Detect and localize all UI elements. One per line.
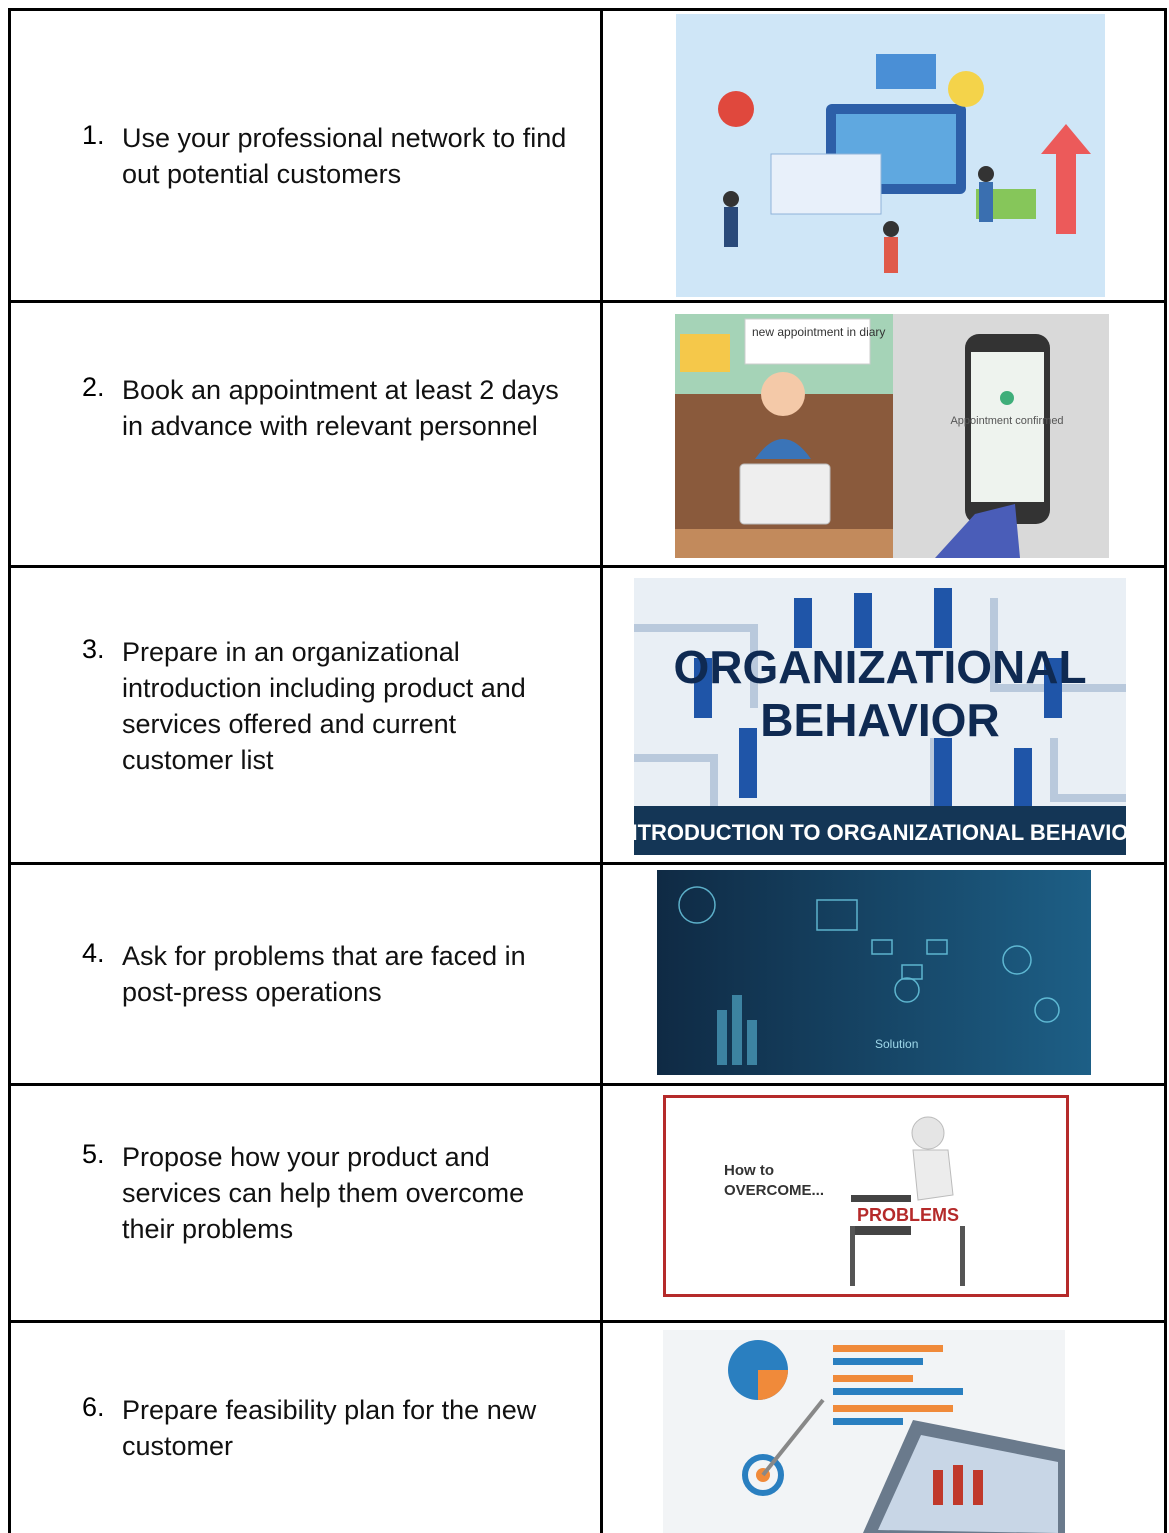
item-number: 2. — [82, 372, 105, 402]
text-cell: 3. Prepare in an organizational introduc… — [11, 568, 603, 862]
image-text: ORGANIZATIONAL — [673, 641, 1086, 693]
item-text: Propose how your product and services ca… — [122, 1142, 525, 1244]
table-row: 6. Prepare feasibility plan for the new … — [8, 1320, 1167, 1533]
illustration-org-behavior: ORGANIZATIONAL BEHAVIOR INTRODUCTION TO … — [634, 578, 1126, 855]
illustration-overcome: How to OVERCOME... PROBLEMS — [663, 1095, 1069, 1297]
item-number: 5. — [82, 1139, 105, 1169]
text-cell: 2. Book an appointment at least 2 days i… — [11, 303, 603, 565]
item-text: Book an appointment at least 2 days in a… — [122, 375, 559, 441]
item-number: 6. — [82, 1392, 105, 1422]
text-cell: 4. Ask for problems that are faced in po… — [11, 865, 603, 1083]
image-text: new appointment in diary — [752, 325, 885, 339]
table-row: 3. Prepare in an organizational introduc… — [8, 565, 1167, 862]
table-row: 5. Propose how your product and services… — [8, 1083, 1167, 1320]
illustration-appointment: new appointment in diary Appointment con… — [675, 314, 1109, 558]
text-cell: 6. Prepare feasibility plan for the new … — [11, 1323, 603, 1533]
item-number: 4. — [82, 938, 105, 968]
illustration-network — [676, 14, 1105, 297]
image-text: How to — [724, 1162, 774, 1179]
item-text: Prepare feasibility plan for the new cus… — [122, 1395, 537, 1461]
image-text: Solution — [875, 1037, 918, 1051]
item-number: 1. — [82, 119, 105, 150]
table-row: 4. Ask for problems that are faced in po… — [8, 862, 1167, 1083]
table-row: 2. Book an appointment at least 2 days i… — [8, 300, 1167, 565]
image-text: PROBLEMS — [857, 1205, 959, 1225]
image-text: INTRODUCTION TO ORGANIZATIONAL BEHAVIOR — [634, 820, 1126, 845]
illustration-feasibility — [663, 1330, 1065, 1533]
text-cell: 1. Use your professional network to find… — [11, 11, 603, 300]
item-text: Prepare in an organizational introductio… — [122, 637, 526, 775]
item-text: Use your professional network to find ou… — [122, 122, 567, 189]
image-text: BEHAVIOR — [760, 694, 999, 746]
item-number: 3. — [82, 634, 105, 664]
item-text: Ask for problems that are faced in post-… — [122, 941, 526, 1007]
illustration-solution: Solution — [657, 870, 1091, 1075]
image-text: Appointment confirmed — [950, 415, 1063, 427]
table-row: 1. Use your professional network to find… — [8, 8, 1167, 300]
text-cell: 5. Propose how your product and services… — [11, 1086, 603, 1320]
image-text: OVERCOME... — [724, 1182, 824, 1199]
